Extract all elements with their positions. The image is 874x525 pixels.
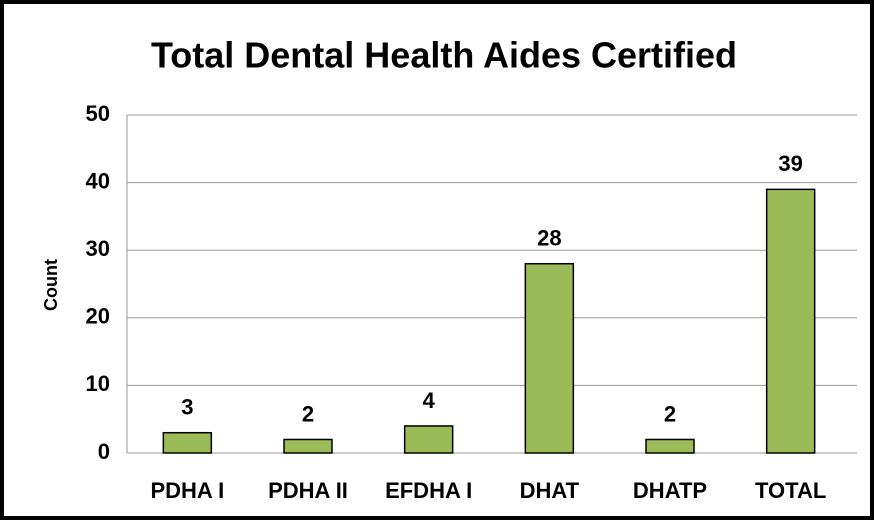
y-axis-label: Count [41, 259, 61, 311]
data-label: 2 [302, 401, 314, 426]
bar [645, 438, 695, 454]
x-tick-label: PDHA I [150, 478, 224, 503]
x-tick-label: EFDHA I [385, 478, 472, 503]
y-tick-label: 10 [86, 371, 110, 396]
bar [162, 431, 213, 454]
bar [283, 438, 333, 454]
x-tick-label: DHAT [520, 478, 580, 503]
y-tick-label: 30 [86, 236, 110, 261]
bar [403, 425, 454, 454]
data-label: 28 [537, 226, 561, 251]
x-tick-label: TOTAL [755, 478, 826, 503]
x-tick-label: DHATP [633, 478, 707, 503]
x-tick-label: PDHA II [268, 478, 348, 503]
data-label: 39 [778, 151, 802, 176]
data-label: 3 [181, 395, 193, 420]
chart-title: Total Dental Health Aides Certified [151, 35, 737, 76]
y-tick-label: 50 [86, 101, 110, 126]
y-tick-label: 0 [98, 439, 110, 464]
y-tick-label: 40 [86, 168, 110, 193]
data-label: 4 [423, 388, 436, 413]
bar [524, 262, 575, 454]
bar [765, 188, 816, 454]
y-tick-label: 20 [86, 304, 110, 329]
data-label: 2 [664, 401, 676, 426]
